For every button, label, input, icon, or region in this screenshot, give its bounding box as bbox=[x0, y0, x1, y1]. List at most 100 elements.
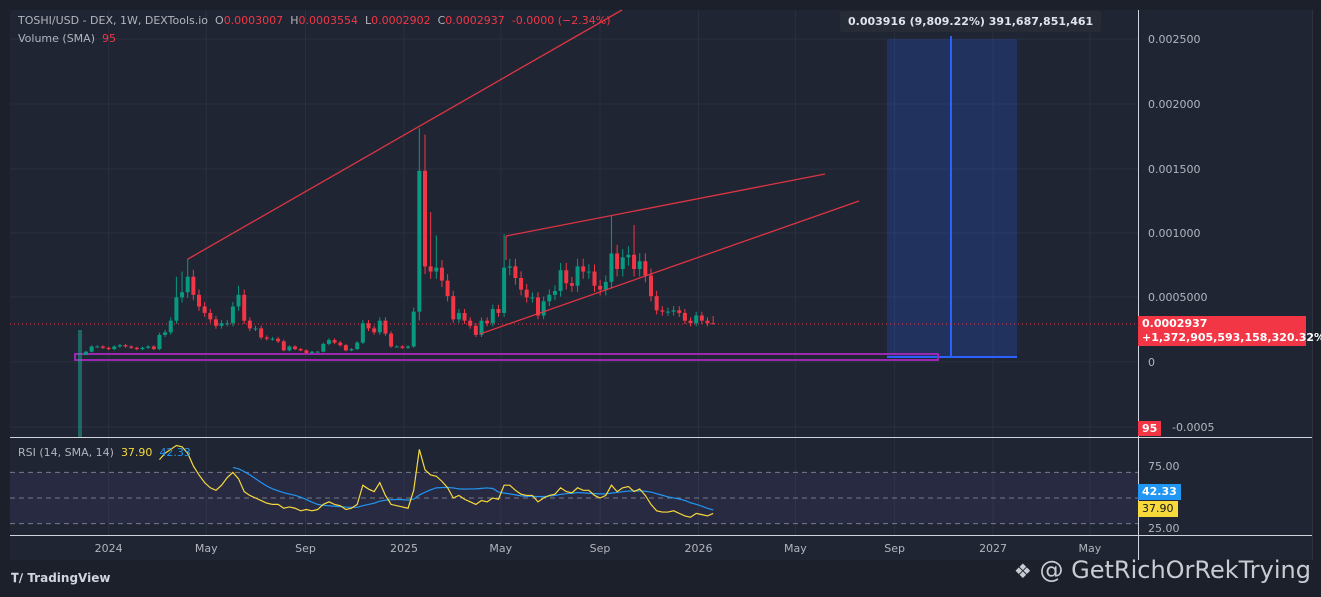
candle bbox=[343, 345, 348, 351]
candle bbox=[338, 342, 343, 346]
symbol-title[interactable]: TOSHI/USD - DEX, 1W, DEXTools.io bbox=[18, 14, 209, 27]
volume-label: Volume (SMA) bbox=[18, 32, 95, 45]
rsi-sma-value: 42.33 bbox=[159, 446, 191, 459]
candle bbox=[660, 310, 665, 312]
candle bbox=[682, 312, 687, 321]
candle bbox=[315, 351, 320, 353]
time-tick: May bbox=[489, 542, 513, 555]
high-label: H bbox=[290, 14, 299, 27]
candle bbox=[530, 297, 535, 299]
candle bbox=[699, 315, 704, 321]
candle bbox=[513, 266, 518, 279]
candle bbox=[626, 254, 631, 258]
rsi-tick: 25.00 bbox=[1148, 522, 1180, 535]
time-tick: 2024 bbox=[94, 542, 123, 555]
candle bbox=[519, 278, 524, 290]
candle bbox=[711, 323, 716, 325]
candle bbox=[95, 346, 100, 348]
trend-line bbox=[187, 9, 623, 260]
candle bbox=[163, 332, 168, 335]
tradingview-logo[interactable]: 𝐓∕ TradingView bbox=[11, 571, 110, 586]
candle bbox=[502, 267, 507, 313]
candle bbox=[129, 346, 134, 348]
candle bbox=[213, 319, 218, 326]
candle bbox=[507, 266, 512, 268]
candle bbox=[603, 281, 608, 290]
candle bbox=[575, 266, 580, 286]
time-tick: May bbox=[194, 542, 218, 555]
candle bbox=[236, 294, 241, 307]
candle bbox=[276, 338, 281, 342]
measure-tooltip: 0.003916 (9,809.22%) 391,687,851,461 bbox=[840, 11, 1102, 32]
candle bbox=[349, 349, 354, 351]
y-tick: 0 bbox=[1148, 356, 1155, 369]
rsi-label: RSI (14, SMA, 14) bbox=[18, 446, 114, 459]
candle bbox=[406, 346, 411, 348]
candle bbox=[230, 306, 235, 324]
low-value: 0.0002902 bbox=[371, 14, 431, 27]
candle bbox=[264, 337, 269, 339]
candle bbox=[479, 320, 484, 335]
candle bbox=[417, 170, 422, 312]
last-price-badge: 0.0002937 +1,372,905,593,158,320.32% bbox=[1138, 316, 1321, 346]
candle bbox=[671, 310, 676, 312]
volume-legend[interactable]: Volume (SMA) 95 bbox=[18, 32, 116, 45]
candle bbox=[423, 170, 427, 267]
time-tick: May bbox=[1078, 542, 1102, 555]
candle bbox=[355, 342, 360, 350]
candle bbox=[434, 267, 439, 272]
candle bbox=[293, 346, 298, 350]
candle bbox=[89, 346, 94, 352]
support-zone bbox=[74, 353, 939, 361]
candle bbox=[106, 347, 111, 350]
candle bbox=[298, 349, 303, 351]
candle bbox=[620, 257, 625, 269]
time-tick: 2026 bbox=[684, 542, 713, 555]
change-value: -0.0000 (−2.34%) bbox=[511, 14, 611, 27]
rsi-legend[interactable]: RSI (14, SMA, 14) 37.90 42.33 bbox=[18, 446, 191, 459]
candle bbox=[439, 267, 444, 281]
candle bbox=[468, 320, 473, 326]
time-tick: Sep bbox=[884, 542, 905, 555]
candle bbox=[592, 271, 597, 286]
trend-line bbox=[505, 173, 826, 237]
candle bbox=[677, 310, 682, 313]
candle bbox=[377, 320, 382, 333]
time-tick: 2027 bbox=[979, 542, 1008, 555]
candle bbox=[694, 315, 699, 324]
candle bbox=[536, 297, 540, 316]
candle bbox=[496, 309, 501, 313]
rsi-value: 37.90 bbox=[120, 446, 153, 459]
candle bbox=[117, 345, 122, 347]
candle bbox=[332, 340, 337, 343]
candle bbox=[191, 276, 196, 295]
tradingview-icon: 𝐓∕ bbox=[11, 571, 24, 585]
candle bbox=[598, 285, 603, 290]
candle bbox=[411, 311, 416, 347]
candle bbox=[643, 261, 648, 276]
candle bbox=[180, 292, 185, 298]
chart-frame[interactable] bbox=[10, 10, 1313, 560]
candle bbox=[225, 323, 230, 325]
candle bbox=[242, 294, 247, 321]
candle bbox=[202, 306, 207, 313]
candle bbox=[569, 283, 574, 286]
y-tick: 0.002000 bbox=[1148, 98, 1201, 111]
candle bbox=[281, 341, 286, 351]
candle bbox=[485, 320, 490, 324]
candle bbox=[366, 323, 371, 329]
low-label: L bbox=[364, 14, 372, 27]
candle bbox=[253, 328, 258, 330]
time-tick: May bbox=[783, 542, 807, 555]
candle bbox=[208, 312, 213, 320]
candle bbox=[219, 323, 224, 326]
candle bbox=[270, 338, 275, 340]
y-tick: -0.0005 bbox=[1172, 421, 1215, 434]
candle bbox=[649, 275, 653, 297]
candle bbox=[112, 346, 117, 350]
candle bbox=[688, 320, 693, 324]
candle bbox=[168, 320, 173, 333]
candle bbox=[157, 334, 162, 350]
candle bbox=[389, 333, 394, 347]
